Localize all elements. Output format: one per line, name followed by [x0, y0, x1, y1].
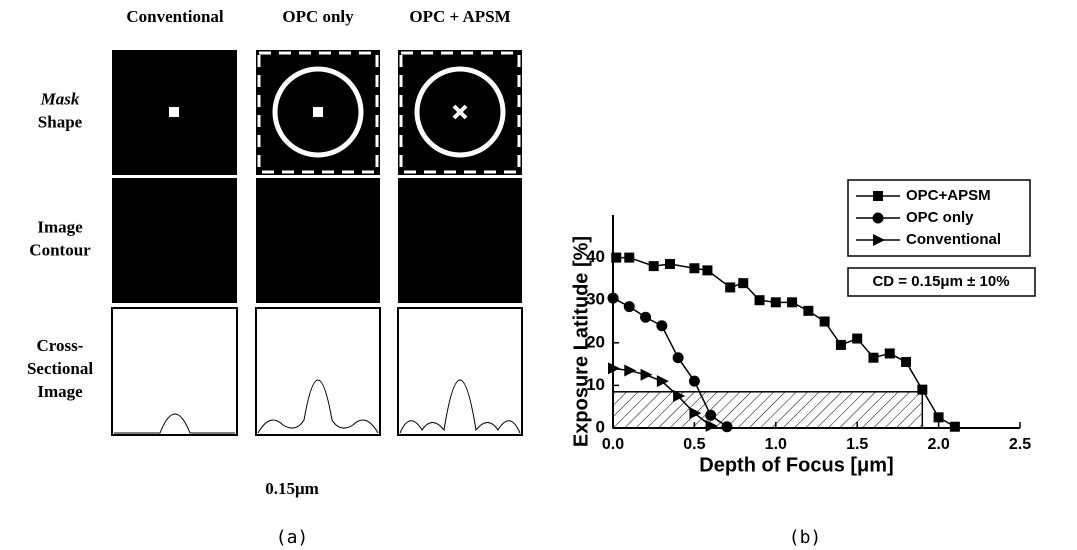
- row-label: Shape: [38, 112, 83, 131]
- column-header: Conventional: [126, 7, 224, 26]
- row-label: Image: [37, 382, 83, 401]
- marker: [917, 384, 928, 395]
- shaded-region: [612, 391, 924, 429]
- legend-label: OPC+APSM: [906, 187, 991, 204]
- marker: [835, 339, 846, 350]
- x-axis-label: Depth of Focus [μm]: [699, 454, 893, 476]
- marker: [672, 352, 684, 364]
- x-tick-label: 2.0: [927, 436, 949, 453]
- marker: [933, 412, 944, 423]
- marker: [873, 191, 883, 201]
- caption: (b): [789, 527, 822, 548]
- y-tick-label: 30: [586, 290, 605, 309]
- row-label: Sectional: [27, 359, 93, 378]
- marker: [702, 265, 713, 276]
- caption: (a): [276, 527, 309, 548]
- marker: [624, 252, 635, 263]
- x-tick-label: 0.5: [683, 436, 705, 453]
- marker: [648, 261, 659, 272]
- marker: [689, 407, 702, 420]
- profile: [114, 413, 235, 434]
- contour-image: [398, 178, 522, 303]
- marker: [689, 263, 700, 274]
- marker: [656, 375, 669, 388]
- row-label: Cross-: [37, 336, 84, 355]
- marker: [787, 297, 798, 308]
- marker: [664, 258, 675, 269]
- marker: [673, 390, 686, 403]
- scale-label: 0.15μm: [265, 479, 319, 498]
- mask-feature: [169, 107, 179, 117]
- contour-image: [112, 178, 237, 303]
- y-tick-label: 0: [596, 417, 605, 436]
- marker: [884, 348, 895, 359]
- cross-section: [397, 307, 523, 436]
- cross-section: [255, 307, 381, 436]
- y-tick-label: 10: [586, 375, 605, 394]
- marker: [721, 421, 733, 433]
- legend-label: Conventional: [906, 231, 1001, 248]
- column-header: OPC only: [282, 7, 354, 26]
- marker: [640, 311, 652, 323]
- marker: [640, 368, 653, 381]
- mask-feature: [313, 107, 323, 117]
- marker: [607, 292, 619, 304]
- panel-b: 0 10 20 30 40 0.0 0.5 1.0 1.5 2.0 2.5 Depth of Focu…: [570, 179, 1036, 548]
- marker: [819, 316, 830, 327]
- marker: [705, 409, 717, 421]
- marker: [901, 356, 912, 367]
- x-tick-label: 0.0: [602, 436, 624, 453]
- panel-a: [111, 50, 523, 436]
- annotation: CD = 0.15μm ± 10%: [872, 273, 1009, 290]
- opc-ring: [272, 66, 364, 158]
- row-label: Mask: [40, 89, 80, 108]
- marker: [872, 212, 884, 224]
- x-tick-label: 1.5: [846, 436, 868, 453]
- marker: [705, 419, 718, 432]
- y-tick-label: 20: [586, 332, 605, 351]
- marker: [656, 320, 668, 332]
- marker: [754, 295, 765, 306]
- annotation-box: [847, 267, 1036, 297]
- marker: [949, 421, 960, 432]
- marker: [770, 297, 781, 308]
- marker: [738, 278, 749, 289]
- x-tick-label: 1.0: [765, 436, 787, 453]
- marker: [611, 252, 622, 263]
- marker: [688, 375, 700, 387]
- profile: [399, 379, 521, 434]
- row-label: Image: [37, 217, 83, 236]
- y-axis-label: Exposure Latitude [%]: [570, 236, 592, 447]
- legend-label: OPC only: [906, 209, 974, 226]
- marker: [868, 352, 879, 363]
- cross-section: [111, 307, 238, 436]
- profile: [257, 379, 379, 434]
- column-header: OPC + APSM: [409, 7, 510, 26]
- marker: [873, 234, 885, 246]
- marker: [725, 282, 736, 293]
- mask-feature: [452, 104, 468, 120]
- marker: [623, 301, 635, 313]
- marker: [803, 305, 814, 316]
- y-tick-label: 40: [586, 247, 605, 266]
- contour-image: [256, 178, 380, 303]
- opc-ring: [414, 66, 506, 158]
- row-label: Contour: [29, 240, 91, 259]
- marker: [852, 333, 863, 344]
- x-tick-label: 2.5: [1009, 436, 1031, 453]
- marker: [608, 362, 620, 375]
- marker: [624, 364, 637, 377]
